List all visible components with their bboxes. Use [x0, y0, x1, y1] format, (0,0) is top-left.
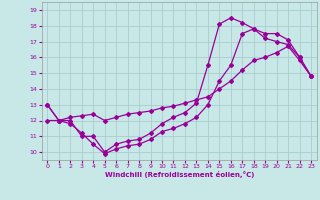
X-axis label: Windchill (Refroidissement éolien,°C): Windchill (Refroidissement éolien,°C)	[105, 171, 254, 178]
